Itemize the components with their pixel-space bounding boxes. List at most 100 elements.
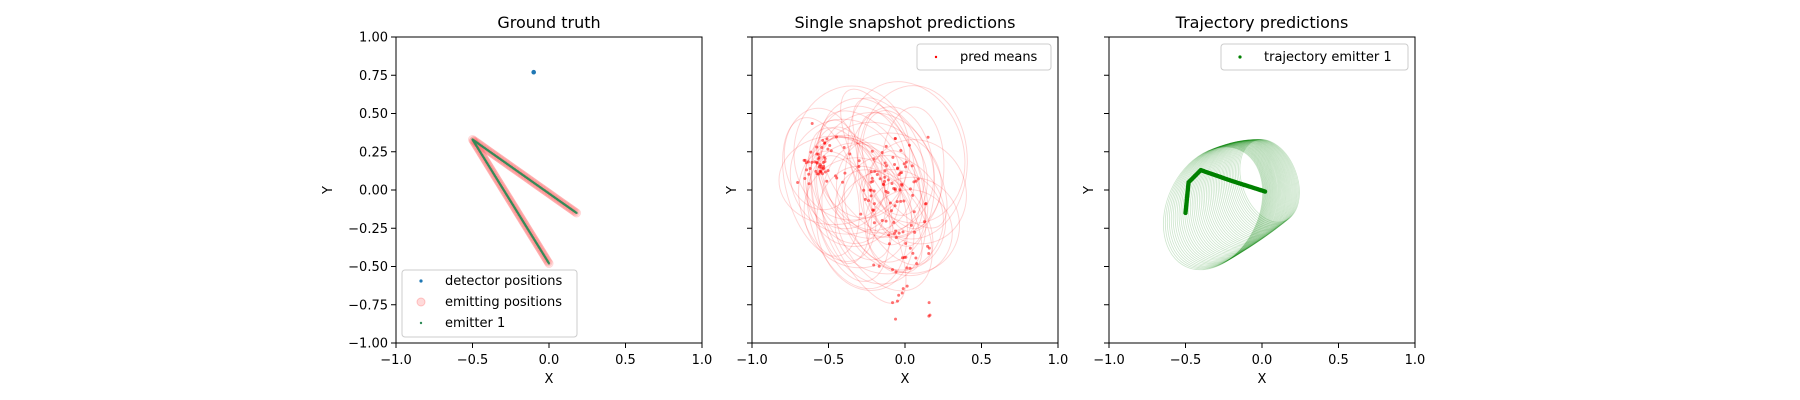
pred-mean-point xyxy=(900,182,904,186)
pred-mean-point xyxy=(911,193,915,197)
pred-mean-point xyxy=(913,230,917,234)
pred-mean-point xyxy=(885,164,889,168)
prediction-ellipse xyxy=(804,135,887,245)
legend-label: emitting positions xyxy=(445,295,562,310)
pred-mean-point xyxy=(871,179,875,183)
legend-label: trajectory emitter 1 xyxy=(1264,50,1392,65)
trajectory-ellipse xyxy=(1211,140,1282,245)
trajectory-ellipse xyxy=(1168,145,1265,268)
prediction-ellipse xyxy=(820,136,923,274)
pred-mean-point xyxy=(866,349,869,352)
trajectory-ellipse xyxy=(1191,142,1273,256)
x-ticks: −1.0 −0.5 0.0 0.5 1.0 xyxy=(1093,343,1425,368)
pred-mean-point xyxy=(821,172,825,176)
trajectory-ellipse xyxy=(1220,139,1288,238)
trajectory-ellipse xyxy=(1189,142,1273,257)
pred-mean-point xyxy=(928,313,932,317)
prediction-ellipse xyxy=(793,85,911,221)
trajectory-ellipse xyxy=(1236,139,1298,226)
x-tick-label: 0.0 xyxy=(1252,353,1273,368)
pred-mean-point xyxy=(869,170,873,174)
x-tick-label: 1.0 xyxy=(1048,353,1069,368)
trajectory-ellipse xyxy=(1197,141,1276,253)
trajectory-ellipse xyxy=(1178,143,1269,263)
plot-area xyxy=(778,81,968,352)
pred-mean-point xyxy=(819,166,823,170)
prediction-ellipse xyxy=(810,126,891,282)
trajectory-ellipse xyxy=(1227,139,1292,233)
y-ticks xyxy=(747,36,752,344)
pred-mean-point xyxy=(889,209,893,213)
x-tick-label: −1.0 xyxy=(380,353,412,368)
trajectory-ellipse xyxy=(1174,144,1267,265)
trajectory-ellipse xyxy=(1234,139,1297,227)
x-ticks: −1.0 −0.5 0.0 0.5 1.0 xyxy=(736,343,1068,368)
x-ticks: −1.0 −0.5 0.0 0.5 1.0 xyxy=(380,343,712,368)
pred-mean-point xyxy=(843,171,847,175)
prediction-ellipse xyxy=(803,157,913,269)
trajectory-ellipse xyxy=(1202,140,1278,250)
prediction-ellipse xyxy=(843,106,936,263)
pred-mean-point xyxy=(912,210,916,214)
pred-mean-point xyxy=(884,144,888,148)
pred-mean-point xyxy=(914,256,918,260)
legend-marker-emitter xyxy=(419,321,423,325)
pred-mean-point xyxy=(872,221,876,225)
legend: trajectory emitter 1 xyxy=(1220,43,1409,71)
pred-mean-point xyxy=(897,173,901,177)
pred-mean-point xyxy=(823,160,827,164)
pred-mean-point xyxy=(908,187,912,191)
legend-label: pred means xyxy=(960,50,1038,65)
panel-ground-truth: Ground truth −1.0 −0.5 0.0 0.5 1.0 1.00 0.75 0… xyxy=(321,13,712,387)
emitter-position-point xyxy=(575,211,578,215)
prediction-ellipse xyxy=(867,139,967,245)
pred-mean-point xyxy=(892,186,896,190)
trajectory-ellipse xyxy=(1172,144,1267,266)
pred-mean-point xyxy=(897,293,901,297)
pred-mean-point xyxy=(904,160,908,164)
prediction-ellipse xyxy=(864,176,961,274)
pred-mean-point xyxy=(886,178,890,182)
prediction-ellipse xyxy=(861,110,925,216)
pred-mean-point xyxy=(890,181,894,185)
panel-title: Trajectory predictions xyxy=(1175,13,1349,32)
pred-mean-point xyxy=(899,199,903,203)
pred-mean-point xyxy=(894,270,898,274)
pred-mean-point xyxy=(803,176,807,180)
pred-mean-point xyxy=(818,163,822,167)
legend-marker-emitting xyxy=(416,297,426,307)
pred-mean-point xyxy=(815,145,819,149)
pred-mean-point xyxy=(914,179,918,183)
pred-mean-point xyxy=(902,199,906,203)
pred-mean-point xyxy=(898,188,902,192)
pred-mean-point xyxy=(899,148,903,152)
y-tick-label: 1.00 xyxy=(359,31,388,46)
pred-mean-point xyxy=(867,199,871,203)
pred-mean-point xyxy=(823,157,827,161)
prediction-ellipse xyxy=(818,111,935,234)
pred-mean-point xyxy=(927,246,931,250)
pred-mean-point xyxy=(922,220,926,224)
trajectory-ellipse xyxy=(1188,142,1272,258)
panel-trajectory: Trajectory predictions −1.0 −0.5 0.0 0.5 1.0… xyxy=(1082,13,1425,387)
trajectory-ellipse xyxy=(1230,139,1294,230)
pred-mean-point xyxy=(923,202,927,206)
legend: pred means xyxy=(916,43,1052,71)
plot-area xyxy=(1162,139,1300,271)
pred-mean-point xyxy=(796,180,800,184)
legend-label: emitter 1 xyxy=(445,316,505,331)
pred-mean-point xyxy=(873,169,877,173)
prediction-ellipse xyxy=(810,119,873,265)
pred-mean-point xyxy=(802,158,806,162)
trajectory-ellipse xyxy=(1200,141,1277,251)
y-tick-label: 0.25 xyxy=(359,145,388,160)
pred-mean-point xyxy=(915,262,919,266)
x-axis-label: X xyxy=(545,372,554,387)
trajectory-ellipse xyxy=(1164,146,1264,270)
pred-mean-point xyxy=(888,201,892,205)
pred-mean-point xyxy=(926,135,930,139)
pred-mean-point xyxy=(891,155,895,159)
pred-mean-point xyxy=(820,145,824,149)
pred-mean-point xyxy=(905,266,909,270)
pred-mean-point xyxy=(908,266,912,270)
